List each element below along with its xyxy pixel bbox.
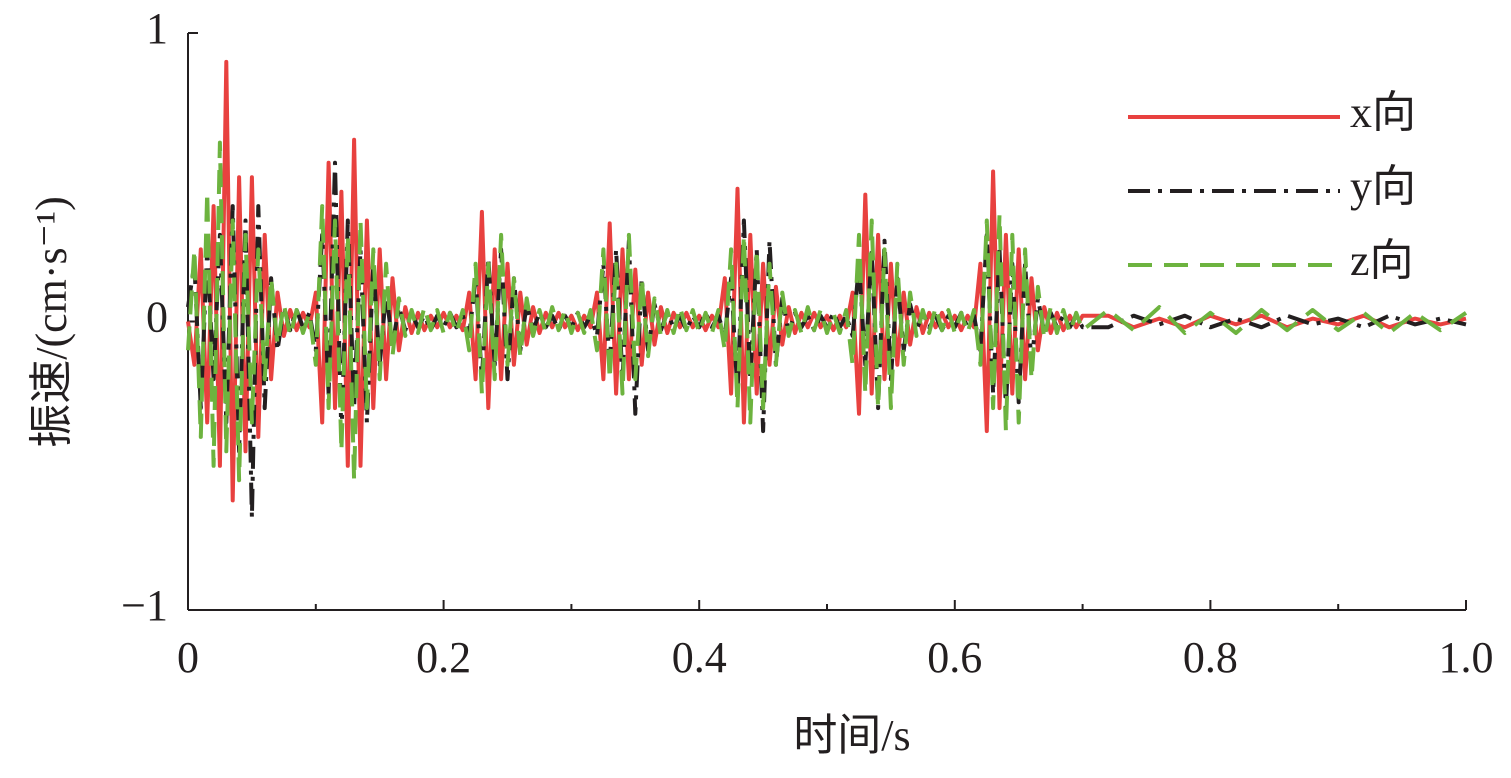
legend-label: x向 (1350, 88, 1416, 137)
x-tick-label: 0.6 (927, 633, 982, 682)
series-line (186, 59, 1467, 503)
x-axis-label: 时间/s (793, 711, 910, 760)
x-tick-label: 1.0 (1439, 633, 1494, 682)
series-line (186, 140, 1468, 483)
x-tick-label: 0.2 (416, 633, 471, 682)
legend-label: z向 (1350, 236, 1414, 285)
y-tick-label: 1 (146, 4, 168, 53)
y-axis-label: 振速/(cm·s⁻¹) (27, 196, 76, 447)
y-tick-label: 0 (146, 293, 168, 342)
x-tick-label: 0 (177, 633, 199, 682)
y-tick-label: −1 (121, 581, 168, 630)
x-tick-label: 0.8 (1183, 633, 1238, 682)
x-tick-label: 0.4 (672, 633, 727, 682)
legend-label: y向 (1350, 162, 1416, 211)
